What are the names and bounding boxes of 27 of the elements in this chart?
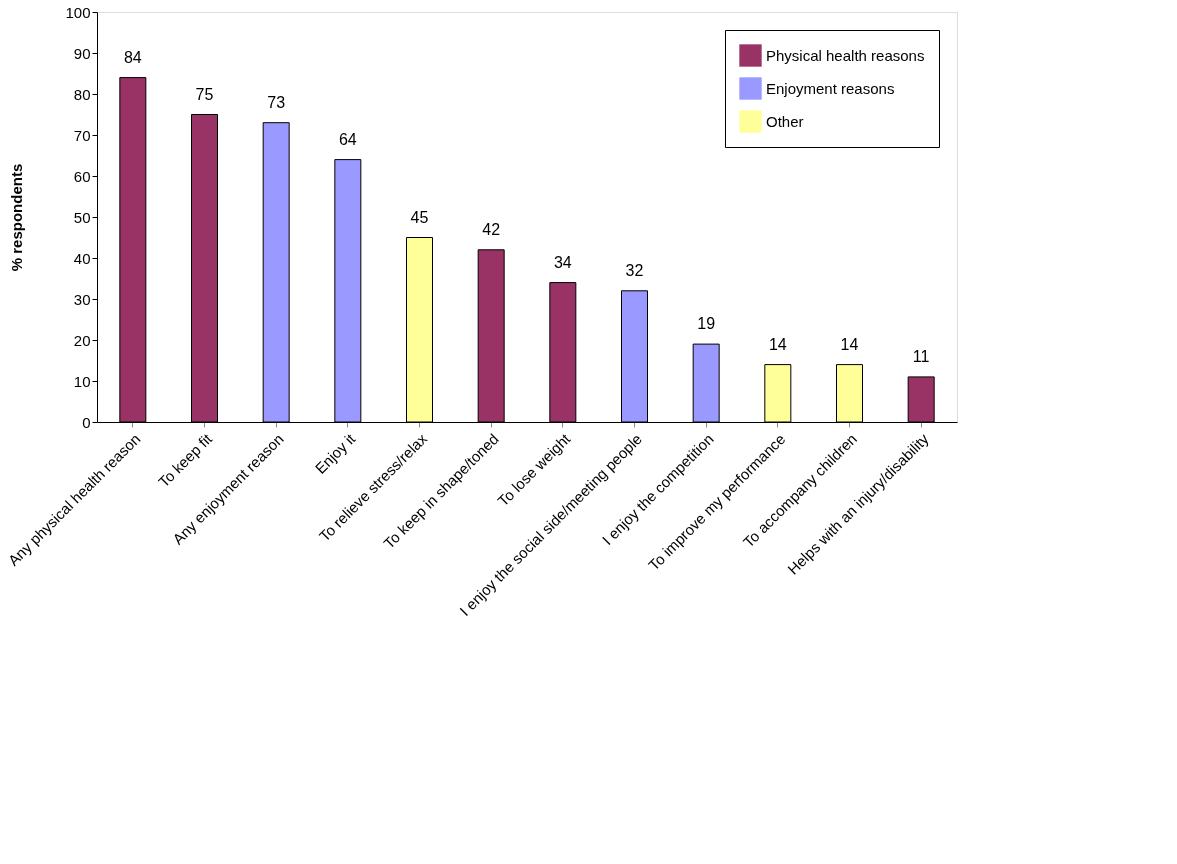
data-label: 75 [195, 85, 214, 103]
y-tick-label: 30 [73, 290, 91, 308]
data-label: 11 [912, 347, 930, 365]
y-tick-label: 60 [73, 167, 91, 185]
data-label: 19 [697, 315, 716, 333]
y-tick-label: 0 [82, 413, 91, 431]
y-tick-label: 100 [65, 3, 91, 21]
data-label: 73 [267, 93, 286, 111]
y-tick-label: 90 [73, 44, 91, 62]
y-axis-title: % respondents [8, 163, 26, 272]
legend-label: Other [766, 112, 804, 130]
legend-label: Physical health reasons [766, 46, 925, 64]
data-label: 84 [123, 48, 142, 66]
data-label: 42 [482, 220, 501, 238]
legend-label: Enjoyment reasons [766, 79, 895, 97]
y-tick-label: 10 [73, 372, 91, 390]
y-tick-label: 20 [73, 331, 91, 349]
data-label: 14 [768, 335, 787, 353]
data-label: 32 [625, 261, 644, 279]
data-label: 34 [553, 253, 572, 271]
y-tick-label: 50 [73, 208, 91, 226]
y-tick-label: 80 [73, 85, 91, 103]
data-label: 45 [410, 208, 429, 226]
y-tick-label: 70 [73, 126, 91, 144]
data-label: 64 [338, 130, 357, 148]
data-label: 14 [840, 335, 859, 353]
y-tick-label: 40 [73, 249, 91, 267]
